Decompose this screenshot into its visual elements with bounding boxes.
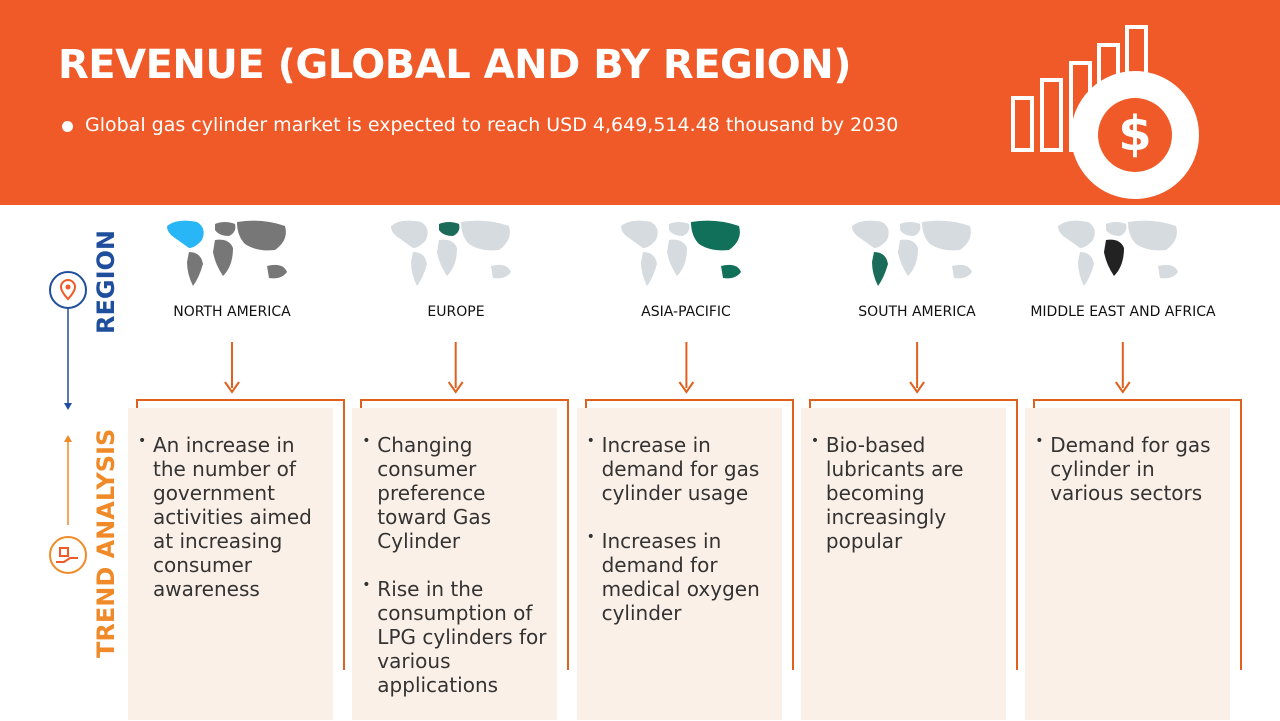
bullet-list: • Bio-based lubricants are becoming incre… bbox=[811, 433, 996, 577]
region-name: EUROPE bbox=[427, 304, 485, 320]
continent bbox=[952, 264, 972, 279]
region-map bbox=[167, 220, 287, 286]
continent bbox=[721, 264, 741, 279]
arrow-head bbox=[224, 381, 240, 394]
bullet-text: Rise in the consumption of LPG cylinders… bbox=[377, 577, 547, 697]
trend-card: • Increase in demand for gas cylinder usa… bbox=[576, 408, 782, 720]
region-map bbox=[852, 220, 972, 286]
continent bbox=[461, 220, 510, 251]
continent bbox=[187, 252, 203, 286]
bullet-list: • An increase in the number of government… bbox=[138, 433, 323, 625]
arrow-head bbox=[678, 381, 694, 394]
bullet-text: Increases in demand for medical oxygen c… bbox=[601, 529, 760, 625]
bracket-line bbox=[136, 399, 345, 670]
bracket-line bbox=[360, 399, 570, 670]
bullet-item: • Rise in the consumption of LPG cylinder… bbox=[362, 577, 547, 697]
region-name: ASIA-PACIFIC bbox=[641, 304, 731, 320]
title: REVENUE (GLOBAL AND BY REGION) bbox=[58, 42, 852, 88]
bullet-text: Increase in demand for gas cylinder usag… bbox=[601, 433, 760, 505]
region-name: MIDDLE EAST AND AFRICA bbox=[1030, 304, 1216, 320]
region-name: SOUTH AMERICA bbox=[858, 304, 976, 320]
continent bbox=[621, 220, 658, 248]
bullet-dot: • bbox=[362, 577, 371, 593]
region-map bbox=[391, 220, 511, 286]
bullet-item: • An increase in the number of government… bbox=[138, 433, 323, 601]
bullet-item: • Increases in demand for medical oxygen … bbox=[587, 529, 772, 625]
continent bbox=[1106, 222, 1127, 236]
trend-label: TREND ANALYSIS bbox=[92, 428, 120, 658]
bullet-dot: • bbox=[138, 433, 147, 449]
bracket-line bbox=[1033, 399, 1243, 670]
continent bbox=[900, 222, 921, 236]
continent bbox=[439, 222, 460, 236]
bullet-item: • Changing consumer preference toward Gas… bbox=[362, 433, 547, 553]
continent bbox=[898, 239, 918, 276]
continent bbox=[1128, 220, 1177, 251]
bullet-item: • Increase in demand for gas cylinder usa… bbox=[587, 433, 772, 505]
trend-card: • Demand for gas cylinder in various sect… bbox=[1025, 408, 1231, 720]
trend-card: • Bio-based lubricants are becoming incre… bbox=[800, 408, 1006, 720]
continent bbox=[1058, 220, 1095, 248]
bullet-item: • Bio-based lubricants are becoming incre… bbox=[811, 433, 996, 553]
continent bbox=[922, 220, 971, 251]
header-band bbox=[0, 0, 1280, 205]
bullet-text: Bio-based lubricants are becoming increa… bbox=[825, 433, 964, 553]
bullet-text: Demand for gas cylinder in various secto… bbox=[1050, 433, 1211, 505]
continent bbox=[872, 252, 888, 286]
region-map bbox=[621, 220, 741, 286]
bracket bbox=[1033, 342, 1243, 670]
bracket-line bbox=[584, 399, 794, 670]
region-map bbox=[1058, 220, 1178, 286]
bullet-dot: • bbox=[586, 433, 595, 449]
arrow-head bbox=[448, 381, 464, 394]
bullet-dot: • bbox=[586, 529, 595, 545]
trend-card: • Changing consumer preference toward Gas… bbox=[352, 408, 558, 721]
bullet-dot: • bbox=[362, 433, 371, 449]
continent bbox=[1158, 264, 1178, 279]
header-bullet: Global gas cylinder market is expected t… bbox=[85, 114, 899, 136]
continent bbox=[669, 222, 690, 236]
arrow-head bbox=[909, 381, 925, 394]
bullet-list: • Increase in demand for gas cylinder usa… bbox=[587, 433, 772, 649]
continent bbox=[1104, 239, 1124, 276]
continent bbox=[411, 252, 427, 286]
continent bbox=[691, 220, 740, 251]
continent bbox=[667, 239, 687, 276]
continent bbox=[1078, 252, 1094, 286]
bullet-text: Changing consumer preference toward Gas … bbox=[377, 433, 492, 553]
svg-text:$: $ bbox=[1118, 106, 1151, 162]
continent bbox=[213, 239, 233, 276]
continent bbox=[852, 220, 889, 248]
bullet-dot: • bbox=[810, 433, 820, 449]
continent bbox=[391, 220, 428, 248]
bullet-item: • Demand for gas cylinder in various sect… bbox=[1035, 433, 1220, 505]
arrow-head bbox=[1115, 381, 1131, 394]
continent bbox=[237, 220, 286, 251]
bracket bbox=[584, 342, 794, 670]
continent bbox=[491, 264, 511, 279]
bullet-list: • Demand for gas cylinder in various sect… bbox=[1035, 433, 1220, 529]
bracket bbox=[808, 342, 1018, 670]
continent bbox=[267, 264, 287, 279]
bullet-dot: • bbox=[1035, 433, 1044, 449]
region-label: REGION bbox=[92, 230, 120, 334]
bracket bbox=[360, 342, 570, 670]
bullet-text: An increase in the number of government … bbox=[153, 433, 312, 601]
bullet-list: • Changing consumer preference toward Gas… bbox=[362, 433, 547, 721]
bullet-dot bbox=[62, 121, 73, 132]
region-name: NORTH AMERICA bbox=[173, 304, 291, 320]
trend-card: • An increase in the number of government… bbox=[128, 408, 333, 720]
continent bbox=[167, 220, 204, 248]
continent bbox=[641, 252, 657, 286]
bracket-line bbox=[808, 399, 1018, 670]
bracket bbox=[136, 342, 345, 670]
continent bbox=[437, 239, 457, 276]
continent bbox=[215, 222, 236, 236]
